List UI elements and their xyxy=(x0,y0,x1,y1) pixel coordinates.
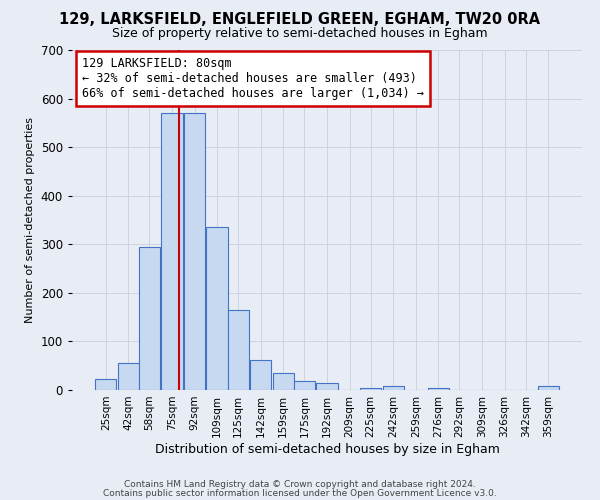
Bar xyxy=(206,228,227,390)
Y-axis label: Number of semi-detached properties: Number of semi-detached properties xyxy=(25,117,35,323)
Bar xyxy=(360,388,382,390)
Text: 129 LARKSFIELD: 80sqm
← 32% of semi-detached houses are smaller (493)
66% of sem: 129 LARKSFIELD: 80sqm ← 32% of semi-deta… xyxy=(82,57,424,100)
Bar xyxy=(250,360,271,390)
Text: Contains HM Land Registry data © Crown copyright and database right 2024.: Contains HM Land Registry data © Crown c… xyxy=(124,480,476,489)
Bar xyxy=(294,382,315,390)
Text: Contains public sector information licensed under the Open Government Licence v3: Contains public sector information licen… xyxy=(103,488,497,498)
Bar xyxy=(428,388,449,390)
Bar xyxy=(184,113,205,390)
Bar xyxy=(118,364,139,390)
Bar xyxy=(95,380,116,390)
Text: Size of property relative to semi-detached houses in Egham: Size of property relative to semi-detach… xyxy=(112,26,488,40)
Bar xyxy=(139,246,160,390)
Bar xyxy=(272,373,294,390)
Text: 129, LARKSFIELD, ENGLEFIELD GREEN, EGHAM, TW20 0RA: 129, LARKSFIELD, ENGLEFIELD GREEN, EGHAM… xyxy=(59,12,541,26)
Bar xyxy=(538,386,559,390)
Bar xyxy=(383,386,404,390)
Bar xyxy=(161,113,182,390)
X-axis label: Distribution of semi-detached houses by size in Egham: Distribution of semi-detached houses by … xyxy=(155,442,499,456)
Bar xyxy=(316,383,338,390)
Bar xyxy=(227,310,249,390)
